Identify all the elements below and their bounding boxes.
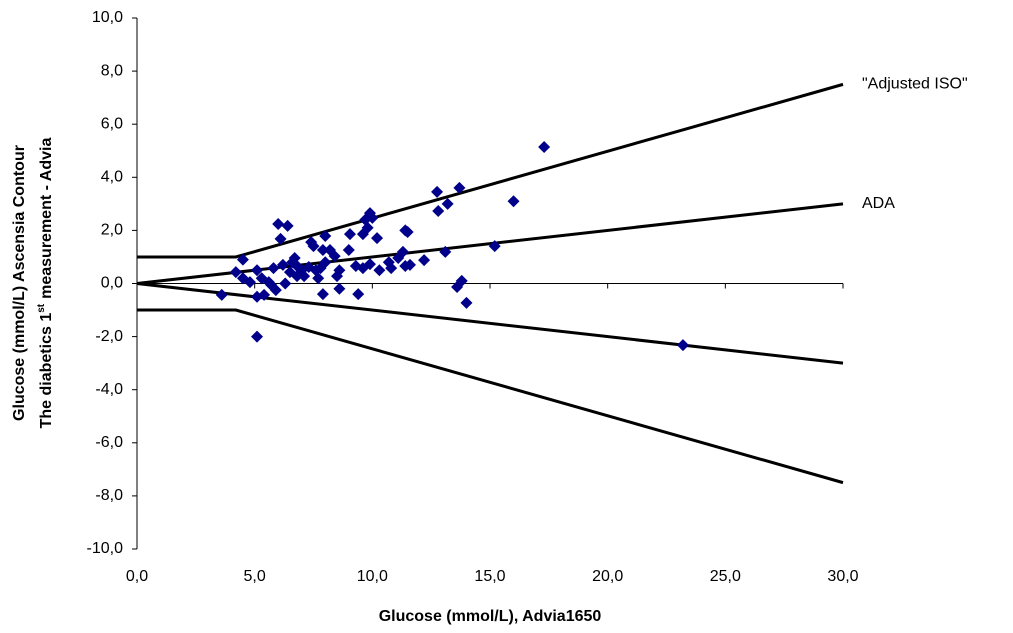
- y-tick-label: 6,0: [101, 115, 123, 132]
- data-point: [507, 195, 520, 208]
- data-point: [276, 258, 289, 271]
- y-axis-title-part: measurement - Advia: [38, 138, 55, 299]
- data-point: [272, 218, 285, 231]
- data-point: [269, 284, 282, 297]
- data-point: [236, 253, 249, 266]
- reference-line: [136, 282, 844, 365]
- x-tick-label: 15,0: [474, 568, 505, 585]
- x-tick-label: 0,0: [126, 568, 148, 585]
- y-tick-label: -8,0: [95, 487, 123, 504]
- data-point: [229, 266, 242, 279]
- y-tick-label: 2,0: [101, 222, 123, 239]
- data-point: [279, 277, 292, 290]
- data-point: [267, 262, 280, 275]
- y-tick-label: -4,0: [95, 381, 123, 398]
- y-tick-label: -2,0: [95, 328, 123, 345]
- x-axis-title: Glucose (mmol/L), Advia1650: [379, 608, 602, 625]
- data-point: [432, 205, 445, 218]
- y-tick-label: 8,0: [101, 62, 123, 79]
- data-point: [455, 274, 468, 287]
- reference-line: [137, 82, 844, 259]
- data-point: [298, 270, 311, 283]
- data-point: [453, 181, 466, 194]
- x-tick-label: 25,0: [710, 568, 741, 585]
- data-point: [312, 272, 325, 285]
- data-point: [418, 254, 431, 267]
- data-point: [371, 232, 384, 245]
- data-point: [316, 244, 329, 257]
- line-annotation: ADA: [862, 195, 895, 212]
- data-point: [281, 219, 294, 232]
- data-point: [373, 264, 386, 277]
- reference-line: [137, 308, 844, 485]
- data-point: [274, 232, 287, 245]
- data-point: [319, 256, 332, 269]
- data-point: [251, 264, 264, 277]
- y-axis-title-line: Glucose (mmol/L) Ascensia Contour: [11, 145, 28, 421]
- data-point: [431, 185, 444, 198]
- y-tick-label: -6,0: [95, 434, 123, 451]
- data-point: [328, 250, 341, 263]
- data-point: [316, 288, 329, 301]
- data-point: [243, 276, 256, 289]
- data-point: [439, 245, 452, 258]
- data-point: [352, 288, 365, 301]
- y-axis-title: The diabetics 1st measurement - Advia: [36, 138, 56, 429]
- data-point: [676, 339, 689, 352]
- data-point: [342, 244, 355, 257]
- data-point: [441, 197, 454, 210]
- data-point: [258, 288, 271, 301]
- data-point: [307, 240, 320, 253]
- y-tick-label: -10,0: [87, 540, 124, 557]
- x-tick-label: 5,0: [244, 568, 266, 585]
- y-tick-label: 4,0: [101, 169, 123, 186]
- x-tick-label: 30,0: [827, 568, 858, 585]
- data-point: [333, 282, 346, 295]
- y-tick-label: 10,0: [92, 9, 123, 26]
- x-tick-label: 20,0: [592, 568, 623, 585]
- y-axis-title-part: The diabetics 1: [38, 313, 55, 429]
- x-tick-label: 10,0: [357, 568, 388, 585]
- data-point: [343, 228, 356, 241]
- reference-line: [136, 202, 844, 285]
- data-point: [403, 258, 416, 271]
- data-point: [251, 330, 264, 343]
- data-point: [361, 221, 374, 234]
- data-point: [488, 240, 501, 253]
- data-point: [366, 211, 379, 224]
- data-point: [401, 225, 414, 238]
- y-axis-title: Glucose (mmol/L) Ascensia Contour: [11, 145, 28, 421]
- data-point: [363, 258, 376, 271]
- data-point: [333, 264, 346, 277]
- data-point: [538, 141, 551, 154]
- data-point: [396, 245, 409, 258]
- y-tick-label: 0,0: [101, 275, 123, 292]
- data-point: [385, 262, 398, 275]
- y-axis-title-line: The diabetics 1st measurement - Advia: [36, 138, 56, 429]
- y-axis-title-sup: st: [36, 303, 47, 313]
- data-point: [215, 288, 228, 301]
- line-annotation: "Adjusted ISO": [862, 76, 968, 93]
- data-point: [460, 296, 473, 309]
- data-point: [319, 229, 332, 242]
